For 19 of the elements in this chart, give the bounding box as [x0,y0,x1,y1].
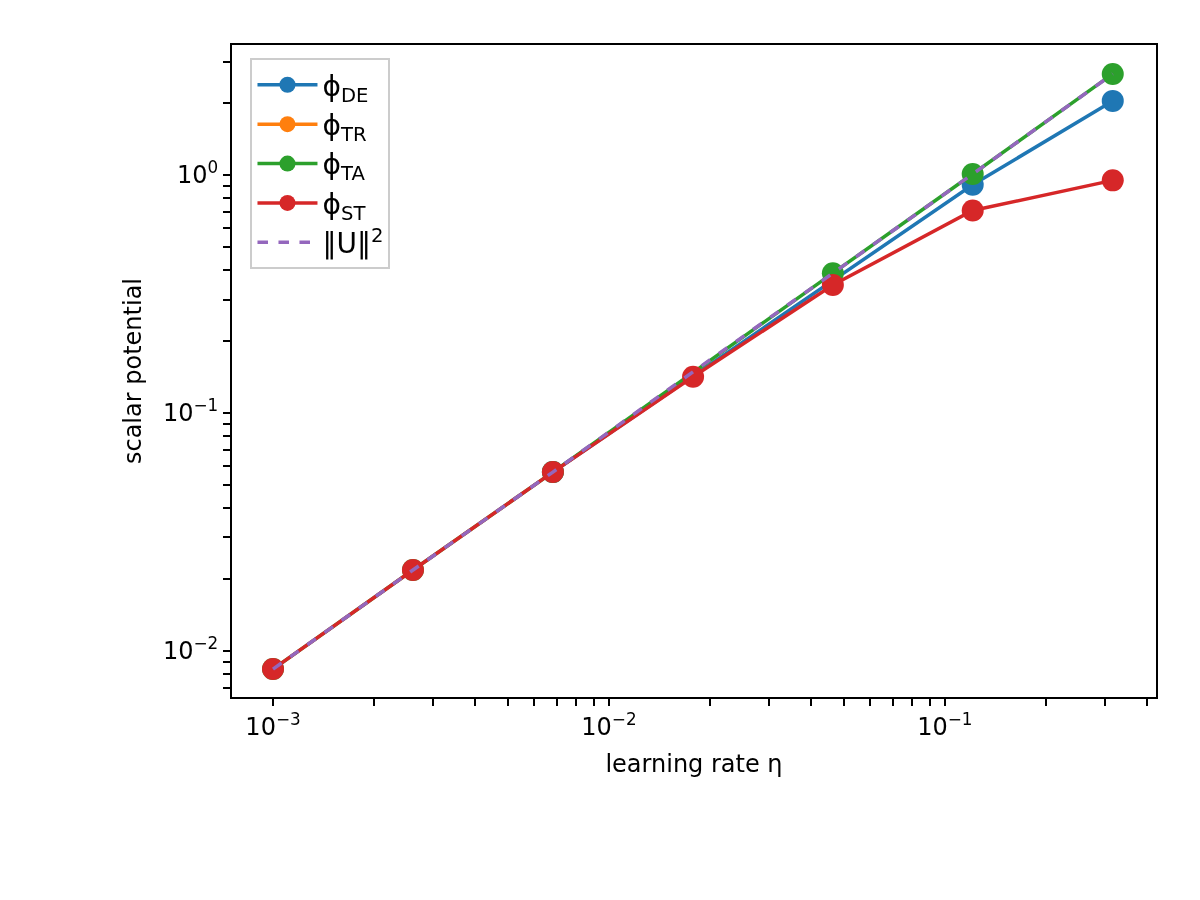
point [1101,169,1124,192]
point [1101,62,1124,85]
legend-label: ϕ$_{TR}$ [322,109,367,146]
y-tick-label: 10$^{0}$ [176,157,219,190]
legend-label: ‖U‖$^{2}$ [322,223,384,261]
point [1101,89,1124,112]
legend-label: ϕ$_{TA}$ [322,148,366,186]
x-tick-label: 10$^{−3}$ [245,708,301,741]
x-axis-title: learning rate η [605,749,783,778]
point [821,274,844,297]
legend-label: ϕ$_{DE}$ [322,69,369,107]
y-tick-label: 10$^{−2}$ [162,633,219,666]
x-tick-label: 10$^{−2}$ [581,708,637,741]
point [961,199,984,222]
y-tick-label: 10$^{−1}$ [162,395,219,428]
legend-label: ϕ$_{ST}$ [322,187,367,225]
x-tick-label: 10$^{−1}$ [917,708,973,741]
point [682,365,705,388]
y-axis-title: scalar potential [118,277,147,465]
